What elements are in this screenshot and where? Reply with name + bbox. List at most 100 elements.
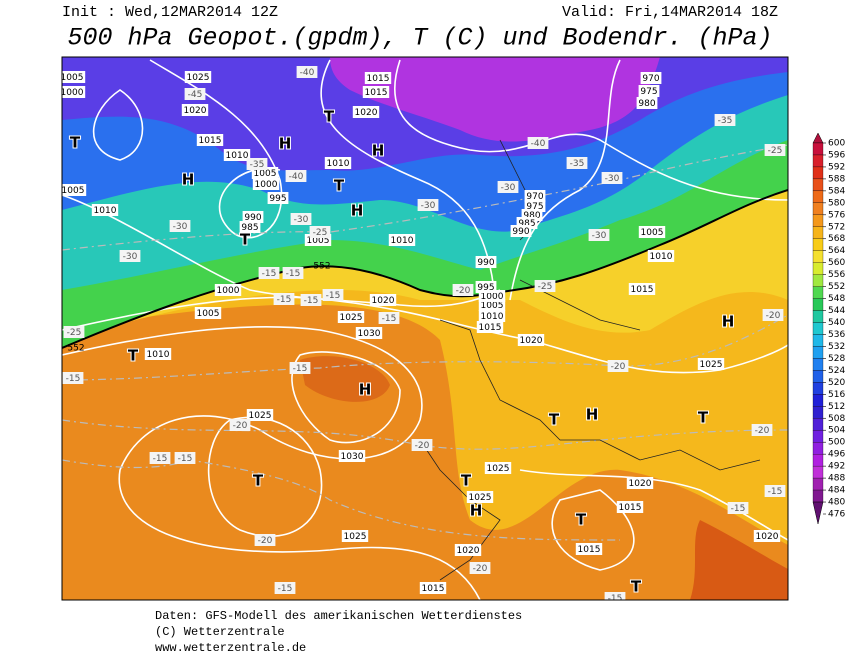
isobar-label: 1015 <box>365 88 388 98</box>
isobar-label-box <box>636 97 658 109</box>
pressure-center: H <box>182 171 195 189</box>
isobar-label: 975 <box>640 87 657 97</box>
colorbar-cell <box>812 142 824 156</box>
isobar-label: 1030 <box>358 329 381 339</box>
isotherm-label-box <box>604 592 626 600</box>
isotherm-label-box <box>309 226 331 238</box>
isotherm-label-box <box>229 419 251 431</box>
isobar-label-box <box>517 334 545 346</box>
isobar-label: 1015 <box>199 136 222 146</box>
isobar-label-box <box>239 221 261 233</box>
isotherm-label: -15 <box>293 364 308 374</box>
coastline <box>419 139 761 581</box>
isobar-label-box <box>697 358 725 370</box>
isobar-label-box <box>647 250 675 262</box>
isotherm-label-box <box>169 220 191 232</box>
isobar-label: 1000 <box>61 88 84 98</box>
isobar-label: 1025 <box>249 411 272 421</box>
isobar-label: 1005 <box>307 236 330 246</box>
colorbar-cell <box>812 322 824 335</box>
isotherm-label-box <box>566 157 588 169</box>
isobar-label-box <box>352 106 380 118</box>
colorbar-label: 508 <box>828 414 845 424</box>
colorbar-label: 544 <box>828 306 845 316</box>
colorbar-label: 500 <box>828 438 845 448</box>
colorbar-label: 600 <box>828 139 845 149</box>
isotherm-label-box <box>273 293 295 305</box>
isobar-label: 1020 <box>520 336 543 346</box>
isotherm-label: -40 <box>300 68 315 78</box>
isobar-label-box <box>524 190 546 202</box>
colorbar-label: 520 <box>828 378 845 388</box>
isobar-label-box <box>640 72 662 84</box>
isobar-label: 1025 <box>487 464 510 474</box>
isotherm-label-box <box>62 372 84 384</box>
isotherm-label: -15 <box>286 269 301 279</box>
isobar-label: 1020 <box>372 296 395 306</box>
footer-line: (C) Wetterzentrale <box>155 625 285 639</box>
isobar <box>394 59 788 201</box>
isobar-label-box <box>476 321 504 333</box>
isotherm-label-box <box>534 280 556 292</box>
colorbar-label: 584 <box>828 186 845 196</box>
isobar-label: 1025 <box>700 360 723 370</box>
isobar-label-box <box>324 157 352 169</box>
colorbar-cell <box>812 489 824 503</box>
isotherm <box>62 144 788 251</box>
colorbar-label: 568 <box>828 234 845 244</box>
pressure-center: T <box>698 409 709 427</box>
pressure-center: T <box>128 347 139 365</box>
isotherm-label-box <box>289 362 311 374</box>
isotherm-label-box <box>322 289 344 301</box>
colorbar-label: 512 <box>828 402 845 412</box>
isotherm-label: -30 <box>173 222 188 232</box>
isotherm <box>62 459 621 541</box>
colorbar-label: 516 <box>828 390 845 400</box>
pressure-center: H <box>722 313 735 331</box>
isotherm-label: -15 <box>153 454 168 464</box>
isobar-label-box <box>466 491 494 503</box>
isotherm-label: -20 <box>415 441 430 451</box>
isotherm-label-box <box>762 309 784 321</box>
isotherm-label-box <box>282 267 304 279</box>
colorbar-cap <box>812 132 824 144</box>
isotherm-label: -15 <box>66 374 81 384</box>
isotherm-label: -15 <box>262 269 277 279</box>
isobar-label: 975 <box>526 202 543 212</box>
isotherm-label: -15 <box>326 291 341 301</box>
isobar-label: 1000 <box>481 292 504 302</box>
isobar-label: 1020 <box>756 532 779 542</box>
field-dark-orange <box>690 520 788 600</box>
pressure-center: T <box>576 511 587 529</box>
isotherm-label-box <box>246 158 268 170</box>
isotherm-label: -35 <box>250 160 265 170</box>
isobar-label-box <box>475 256 497 268</box>
colorbar-label: 532 <box>828 342 845 352</box>
isobar-label: 970 <box>526 192 543 202</box>
isobar-label: 1010 <box>481 312 504 322</box>
isotherm-label-box <box>764 144 786 156</box>
isotherm-label: -15 <box>178 454 193 464</box>
isotherm-label-box <box>601 172 623 184</box>
isobar-label: 985 <box>241 223 258 233</box>
isobar <box>519 469 788 541</box>
colorbar-cell <box>812 382 824 395</box>
colorbar-label: 528 <box>828 354 845 364</box>
colorbar-cell <box>812 190 824 203</box>
isobar-label-box <box>252 178 280 190</box>
isotherm-label-box <box>527 137 549 149</box>
colorbar-label: 504 <box>828 426 845 436</box>
colorbar-label: 476 <box>828 510 845 520</box>
colorbar-label: 484 <box>828 486 845 496</box>
pressure-center: H <box>470 502 483 520</box>
isotherm-label: -15 <box>277 295 292 305</box>
footer-line: www.wetterzentrale.de <box>155 641 306 655</box>
colorbar-cell <box>812 166 824 180</box>
colorbar-label: 524 <box>828 366 845 376</box>
isobar-label: 1005 <box>62 186 85 196</box>
colorbar-cell <box>812 394 824 407</box>
isotherm-label-box <box>417 199 439 211</box>
isotherm-label-box <box>714 114 736 126</box>
